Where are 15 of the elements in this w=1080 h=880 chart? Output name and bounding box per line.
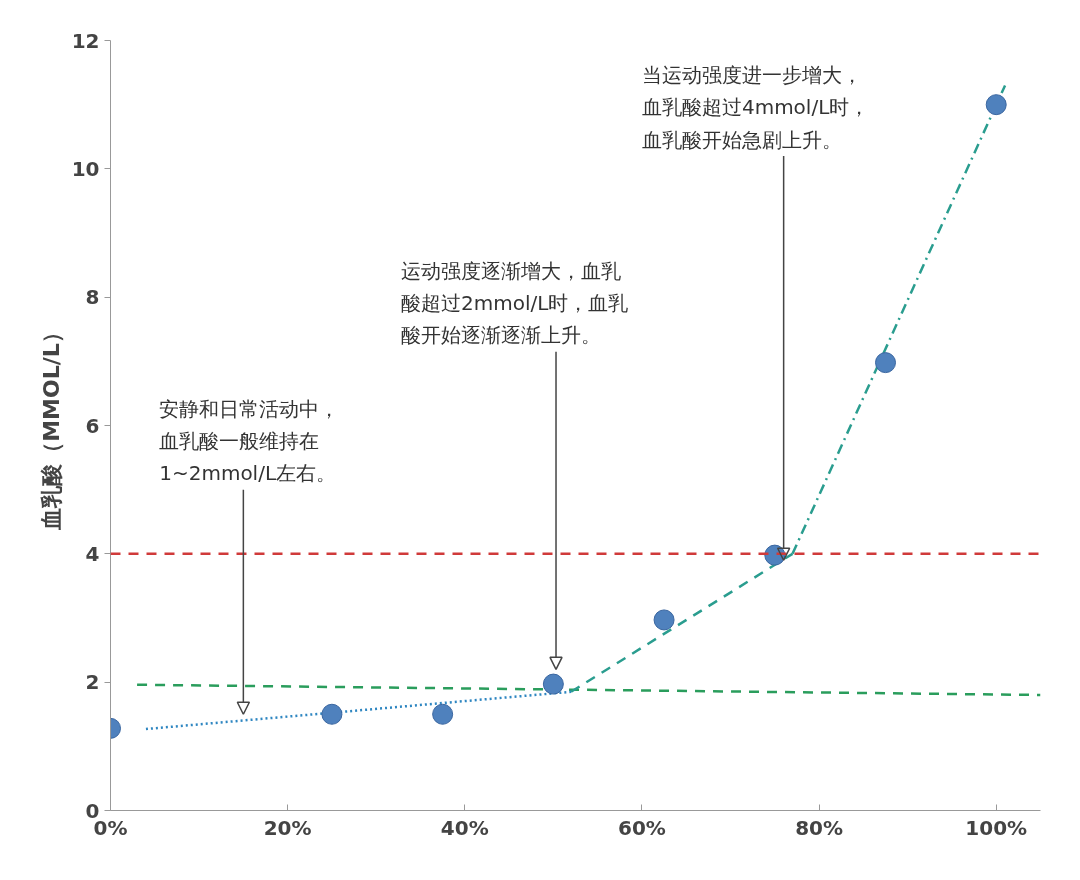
y-tick-label: 4	[85, 541, 100, 566]
y-tick-label: 12	[71, 28, 100, 53]
annotation: 安静和日常活动中，血乳酸一般维持在1~2mmol/L左右。	[159, 396, 340, 486]
y-tick-label: 6	[85, 413, 100, 438]
x-tick-label: 40%	[440, 815, 489, 840]
annotation: 运动强度逐渐增大，血乳酸超过2mmol/L时，血乳酸开始逐渐逐渐上升。	[401, 258, 629, 348]
y-axis-title: 血乳酸（MMOL/L）	[38, 321, 64, 531]
x-tick-label: 60%	[617, 815, 666, 840]
x-tick-label: 20%	[263, 815, 312, 840]
y-tick-label: 8	[85, 285, 100, 310]
x-tick-label: 80%	[795, 815, 844, 840]
annotation: 当运动强度进一步增大，血乳酸超过4mmol/L时，血乳酸开始急剧上升。	[641, 62, 870, 152]
x-tick-label: 100%	[965, 815, 1028, 840]
y-tick-label: 10	[71, 156, 100, 181]
y-tick-label: 2	[85, 670, 100, 695]
